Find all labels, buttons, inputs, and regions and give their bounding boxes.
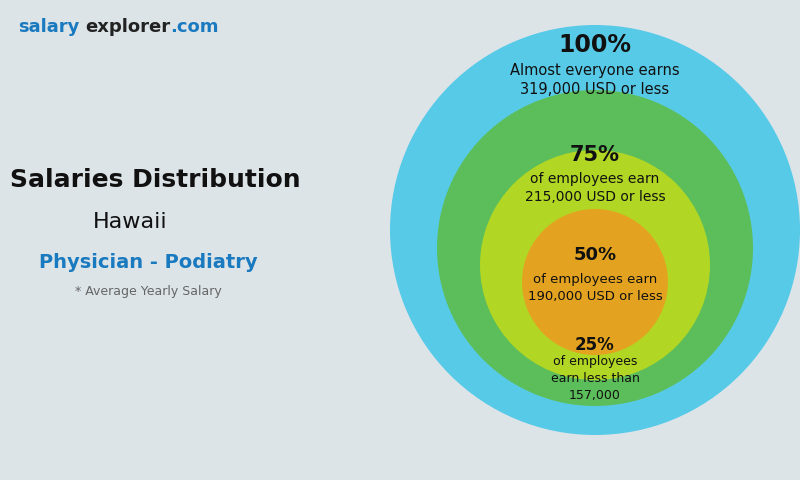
Text: Salaries Distribution: Salaries Distribution [10, 168, 300, 192]
Text: explorer: explorer [85, 18, 170, 36]
Circle shape [437, 90, 753, 406]
Circle shape [522, 209, 668, 355]
Text: of employees earn
190,000 USD or less: of employees earn 190,000 USD or less [528, 273, 662, 303]
Text: 25%: 25% [575, 336, 615, 354]
Text: Physician - Podiatry: Physician - Podiatry [38, 252, 258, 272]
Text: of employees earn
215,000 USD or less: of employees earn 215,000 USD or less [525, 172, 666, 204]
Text: salary: salary [18, 18, 79, 36]
Text: 100%: 100% [558, 33, 631, 57]
Text: .com: .com [170, 18, 218, 36]
Circle shape [390, 25, 800, 435]
Text: Almost everyone earns
319,000 USD or less: Almost everyone earns 319,000 USD or les… [510, 62, 680, 97]
Text: of employees
earn less than
157,000: of employees earn less than 157,000 [550, 355, 639, 401]
Text: * Average Yearly Salary: * Average Yearly Salary [74, 286, 222, 299]
Circle shape [480, 150, 710, 380]
Text: Hawaii: Hawaii [93, 212, 167, 232]
Text: 50%: 50% [574, 246, 617, 264]
Text: 75%: 75% [570, 145, 620, 165]
